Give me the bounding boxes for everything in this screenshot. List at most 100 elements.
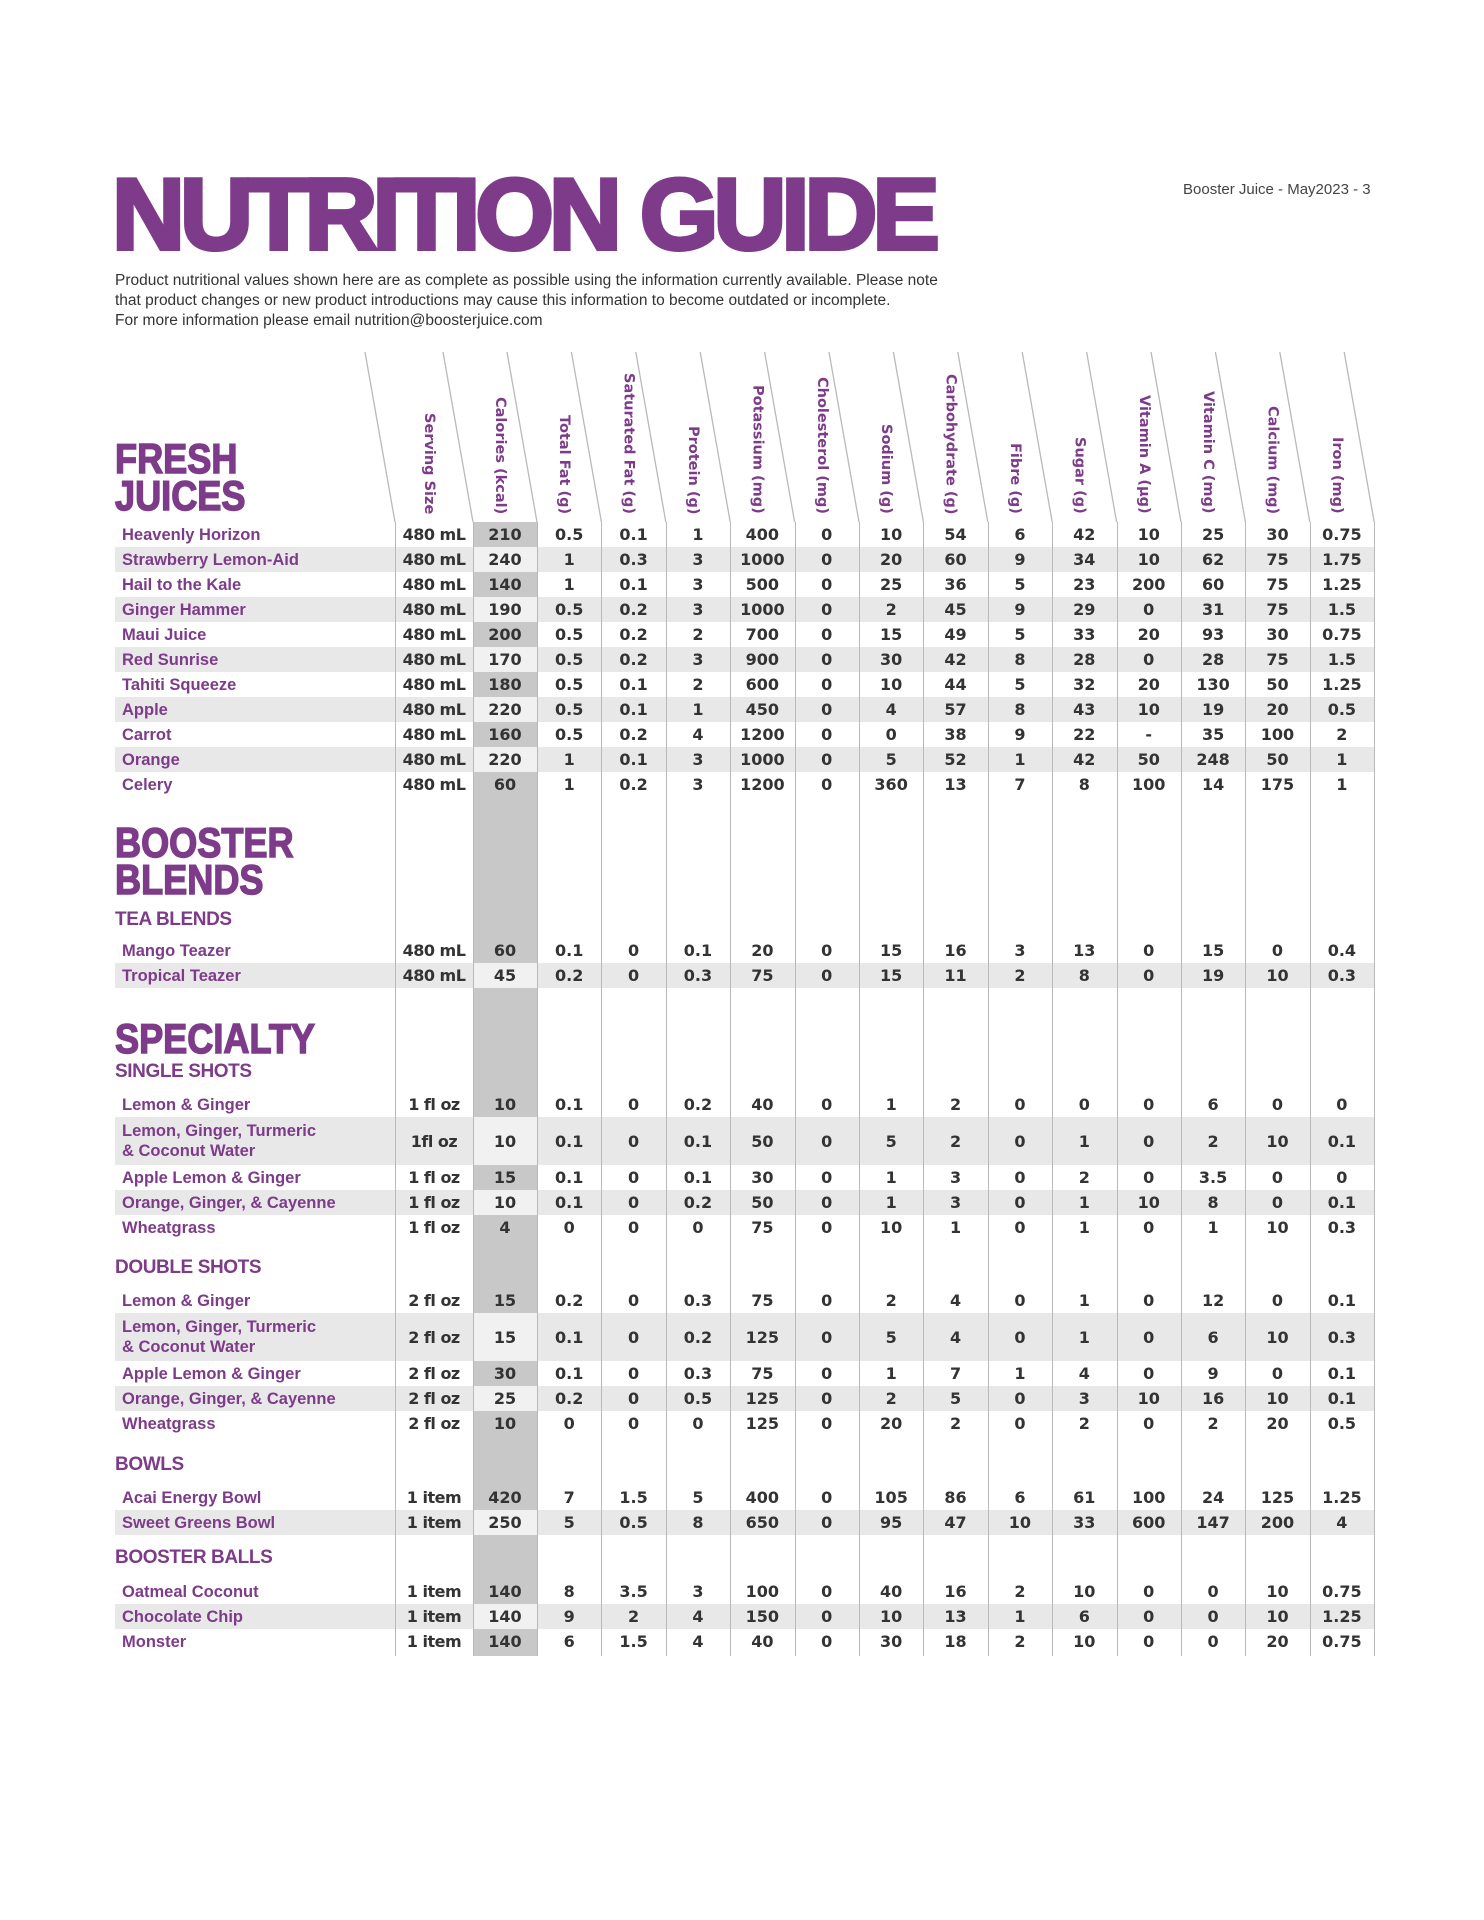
nutrient-value-cell: 100 <box>1131 1488 1166 1507</box>
nutrient-value-cell: 10 <box>1266 1389 1289 1408</box>
nutrient-value-cell: 15 <box>880 941 903 960</box>
column-divider <box>987 522 989 1656</box>
nutrient-value-cell: 9 <box>1014 550 1026 569</box>
nutrient-value-cell: 360 <box>874 775 908 794</box>
table-row: Tropical Teazer 480 mL 45 0.2 0 0.3 75 0 15 11 2 8 0… <box>115 963 1374 988</box>
column-header: Potassium (mg) <box>749 385 766 514</box>
nutrient-value-cell: 9 <box>1014 725 1026 744</box>
item-name: Apple Lemon & Ginger <box>122 1364 301 1383</box>
header-divider <box>364 351 396 523</box>
nutrient-value-cell: 1.5 <box>1327 650 1357 669</box>
nutrient-value-cell: 0 <box>821 1414 833 1433</box>
table-row: Tahiti Squeeze 480 mL 180 0.5 0.1 2 600 0 10 44 5 3… <box>115 672 1374 697</box>
nutrient-value-cell: 20 <box>880 1414 903 1433</box>
group-heading-block: SPECIALTY SINGLE SHOTS <box>114 988 1374 1092</box>
nutrient-value-cell: 0 <box>1143 1582 1155 1601</box>
nutrient-value-cell: 0.5 <box>555 675 584 694</box>
nutrient-value-cell: 47 <box>944 1513 967 1532</box>
nutrient-value-cell: 125 <box>745 1327 780 1347</box>
nutrient-value-cell: 8 <box>1078 775 1090 794</box>
nutrient-value-cell: 400 <box>745 1488 780 1507</box>
intro-line: that product changes or new product intr… <box>115 292 891 309</box>
serving-size-cell: 2 fl oz <box>408 1364 460 1383</box>
nutrient-value-cell: 2 <box>1207 1414 1219 1433</box>
nutrient-value-cell: 3.5 <box>1198 1168 1228 1187</box>
nutrient-value-cell: 0.3 <box>683 1291 713 1310</box>
item-name: Apple <box>122 700 168 719</box>
item-name: Heavenly Horizon <box>122 525 261 544</box>
nutrient-value-cell: 5 <box>885 750 897 769</box>
nutrient-value-cell: 0.5 <box>555 700 584 719</box>
nutrient-value-cell: 1.25 <box>1322 1488 1362 1507</box>
nutrient-value-cell: 62 <box>1201 550 1225 569</box>
nutrient-value-cell: 1 <box>885 1193 897 1212</box>
nutrient-value-cell: 0 <box>821 725 833 744</box>
nutrient-value-cell: 0 <box>821 1218 833 1237</box>
nutrient-value-cell: 15 <box>493 1168 517 1187</box>
item-name: Chocolate Chip <box>122 1607 244 1626</box>
nutrient-value-cell: 15 <box>1201 941 1225 960</box>
nutrient-value-cell: 0 <box>821 1131 833 1151</box>
nutrient-value-cell: 57 <box>944 700 967 719</box>
nutrient-value-cell: 36 <box>944 575 967 594</box>
nutrient-value-cell: 3 <box>1078 1389 1090 1408</box>
nutrient-value-cell: 248 <box>1196 750 1230 769</box>
table-row: Celery 480 mL 60 1 0.2 3 1200 0 360 13 7 8 100 14 175 1 <box>115 772 1374 797</box>
nutrient-value-cell: 0.3 <box>683 1364 713 1383</box>
table-row: Orange 480 mL 220 1 0.1 3 1000 0 5 52 1 42 50 248 50 1 <box>115 747 1374 772</box>
header-divider <box>635 351 667 523</box>
table-row: Lemon & Ginger 1 fl oz 10 0.1 0 0.2 40 0 1 2 0 0 0 6 0… <box>115 1092 1374 1117</box>
serving-size-cell: 2 fl oz <box>408 1327 460 1347</box>
serving-size-cell: 1fl oz <box>410 1131 458 1151</box>
nutrient-value-cell: 4 <box>885 700 897 719</box>
nutrient-value-cell: 42 <box>1073 750 1096 769</box>
nutrient-value-cell: 75 <box>1266 550 1289 569</box>
nutrient-value-cell: 0 <box>1271 1364 1284 1383</box>
nutrient-value-cell: 0.1 <box>1327 1131 1357 1151</box>
nutrient-value-cell: 100 <box>1131 775 1166 794</box>
item-name: Tahiti Squeeze <box>122 675 237 694</box>
nutrient-value-cell: 2 <box>692 625 704 644</box>
nutrient-value-cell: 0 <box>821 1095 833 1114</box>
nutrient-value-cell: 23 <box>1073 575 1096 594</box>
item-name: Wheatgrass <box>122 1414 216 1433</box>
nutrient-value-cell: 125 <box>745 1414 780 1433</box>
nutrient-value-cell: 0 <box>821 750 833 769</box>
nutrient-value-cell: 50 <box>751 1131 774 1151</box>
nutrient-value-cell: 0 <box>821 675 833 694</box>
serving-size-cell: 480 mL <box>402 966 466 985</box>
column-divider <box>859 522 860 1656</box>
nutrient-value-cell: 1 <box>1078 1327 1090 1347</box>
nutrient-value-cell: 0 <box>1143 650 1155 669</box>
nutrient-value-cell: 0 <box>563 1414 575 1433</box>
nutrient-value-cell: 0.3 <box>1327 966 1357 985</box>
nutrient-value-cell: 6 <box>1014 1488 1026 1507</box>
item-name: Red Sunrise <box>122 650 219 669</box>
header-divider <box>763 351 796 523</box>
nutrient-value-cell: 0 <box>1014 1168 1026 1187</box>
nutrient-value-cell: 0 <box>1143 1131 1155 1151</box>
nutrient-value-cell: 0.5 <box>555 625 584 644</box>
table-row: Chocolate Chip 1 item 140 9 2 4 150 0 10 13 1 6 0 0 10… <box>115 1604 1374 1629</box>
nutrient-value-cell: 4 <box>692 1607 704 1626</box>
serving-size-cell: 480 mL <box>402 650 466 669</box>
nutrient-value-cell: 0 <box>628 1095 640 1114</box>
nutrient-value-cell: 1 <box>1336 750 1348 769</box>
nutrient-value-cell: 4 <box>692 725 704 744</box>
nutrient-value-cell: 0 <box>1143 1414 1155 1433</box>
nutrient-value-cell: 5 <box>885 1327 897 1347</box>
item-name: Orange, Ginger, & Cayenne <box>122 1389 336 1408</box>
nutrient-value-cell: 130 <box>1196 675 1230 694</box>
nutrient-value-cell: 60 <box>944 550 967 569</box>
nutrient-value-cell: 75 <box>751 1291 774 1310</box>
nutrient-value-cell: 160 <box>488 725 522 744</box>
nutrient-value-cell: 0.1 <box>555 1327 584 1347</box>
nutrient-value-cell: 95 <box>880 1513 903 1532</box>
group-heading-block: BOWLS <box>115 1436 1374 1485</box>
header-divider <box>1150 351 1182 523</box>
nutrient-value-cell: 52 <box>944 750 967 769</box>
serving-size-cell: 1 item <box>406 1582 462 1601</box>
table-row: Lemon, Ginger, Turmeric & Coconut Water 1… <box>115 1117 1374 1165</box>
nutrient-value-cell: 33 <box>1073 625 1096 644</box>
section-title: SPECIALTY <box>114 1017 348 1061</box>
